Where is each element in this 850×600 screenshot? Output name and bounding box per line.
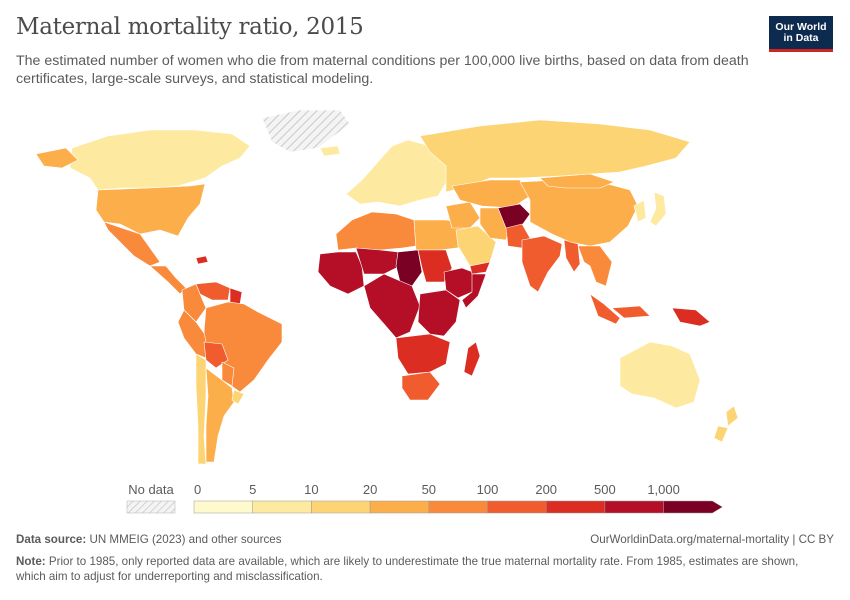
- region-madagascar[interactable]: [463, 341, 481, 377]
- region-peru[interactable]: [177, 309, 207, 359]
- region-iceland[interactable]: [319, 145, 341, 157]
- legend-tick-label: 0: [194, 482, 201, 497]
- region-australia[interactable]: [619, 341, 701, 409]
- legend-tick-label: 200: [535, 482, 557, 497]
- legend-bin-0[interactable]: [193, 500, 253, 514]
- region-southeast-asia[interactable]: [577, 245, 613, 287]
- region-somalia[interactable]: [461, 273, 487, 309]
- chart-subtitle: The estimated number of women who die fr…: [16, 53, 749, 87]
- region-paraguay[interactable]: [221, 361, 235, 387]
- legend-tick-label: 5: [249, 482, 256, 497]
- legend-tick-label: 50: [422, 482, 436, 497]
- region-new-zealand[interactable]: [713, 405, 739, 443]
- region-papua-new-guinea[interactable]: [671, 307, 711, 327]
- legend-bin-1[interactable]: [252, 500, 312, 514]
- legend-bin-8[interactable]: [663, 500, 723, 514]
- region-middle-east[interactable]: [445, 201, 481, 229]
- map-legend: No data 0 5 10 20 50 100 200 500 1,000: [126, 482, 723, 514]
- region-japan-korea[interactable]: [633, 191, 667, 227]
- data-source-text: UN MMEIG (2023) and other sources: [89, 533, 282, 546]
- chart-note: Note: Prior to 1985, only reported data …: [16, 554, 831, 584]
- region-sahel[interactable]: [355, 247, 401, 275]
- legend-bin-6[interactable]: [545, 500, 606, 514]
- legend-bin-5[interactable]: [487, 500, 547, 514]
- note-text: Prior to 1985, only reported data are av…: [16, 555, 799, 583]
- region-indonesia[interactable]: [589, 293, 651, 325]
- region-china[interactable]: [519, 179, 639, 247]
- region-argentina[interactable]: [205, 367, 235, 463]
- region-afghanistan[interactable]: [497, 203, 531, 229]
- region-west-africa[interactable]: [317, 251, 365, 295]
- legend-bin-2[interactable]: [311, 500, 371, 514]
- source-link[interactable]: OurWorldinData.org/maternal-mortality | …: [590, 533, 834, 546]
- legend-no-data-label: No data: [128, 482, 174, 497]
- legend-bin-3[interactable]: [369, 500, 430, 514]
- legend-tick-label: 100: [477, 482, 499, 497]
- world-map[interactable]: [0, 96, 850, 468]
- region-canada[interactable]: [69, 129, 251, 191]
- region-greenland[interactable]: [261, 109, 351, 153]
- region-india[interactable]: [521, 235, 563, 293]
- logo-line-2: in Data: [783, 31, 819, 44]
- region-east-africa[interactable]: [417, 289, 461, 337]
- logo-line-1: Our World: [775, 20, 827, 33]
- region-central-africa[interactable]: [363, 273, 421, 339]
- region-maghreb[interactable]: [335, 211, 417, 251]
- legend-tick-label: 1,000: [647, 482, 680, 497]
- region-central-america[interactable]: [149, 265, 187, 295]
- region-yemen[interactable]: [469, 261, 491, 275]
- region-russia[interactable]: [419, 119, 691, 193]
- region-haiti[interactable]: [195, 255, 209, 265]
- note-label: Note:: [16, 555, 46, 568]
- legend-bin-7[interactable]: [604, 500, 664, 514]
- region-myanmar[interactable]: [563, 239, 581, 273]
- region-guyana[interactable]: [229, 287, 243, 305]
- region-mongolia[interactable]: [539, 173, 615, 189]
- region-southern-africa[interactable]: [395, 333, 451, 375]
- legend-tick-label: 20: [363, 482, 377, 497]
- region-south-africa[interactable]: [401, 371, 441, 401]
- data-source: Data source: UN MMEIG (2023) and other s…: [16, 533, 282, 546]
- legend-bin-4[interactable]: [428, 500, 488, 514]
- owid-logo[interactable]: Our World in Data: [769, 16, 833, 52]
- region-central-asia[interactable]: [451, 179, 531, 209]
- legend-no-data-swatch: [126, 500, 176, 514]
- region-uruguay[interactable]: [231, 389, 245, 405]
- chart-title: Maternal mortality ratio, 2015: [16, 14, 364, 40]
- legend-tick-label: 500: [594, 482, 616, 497]
- legend-tick-label: 10: [304, 482, 318, 497]
- data-source-label: Data source:: [16, 533, 87, 546]
- region-chile[interactable]: [195, 353, 207, 465]
- region-sudan[interactable]: [417, 249, 453, 283]
